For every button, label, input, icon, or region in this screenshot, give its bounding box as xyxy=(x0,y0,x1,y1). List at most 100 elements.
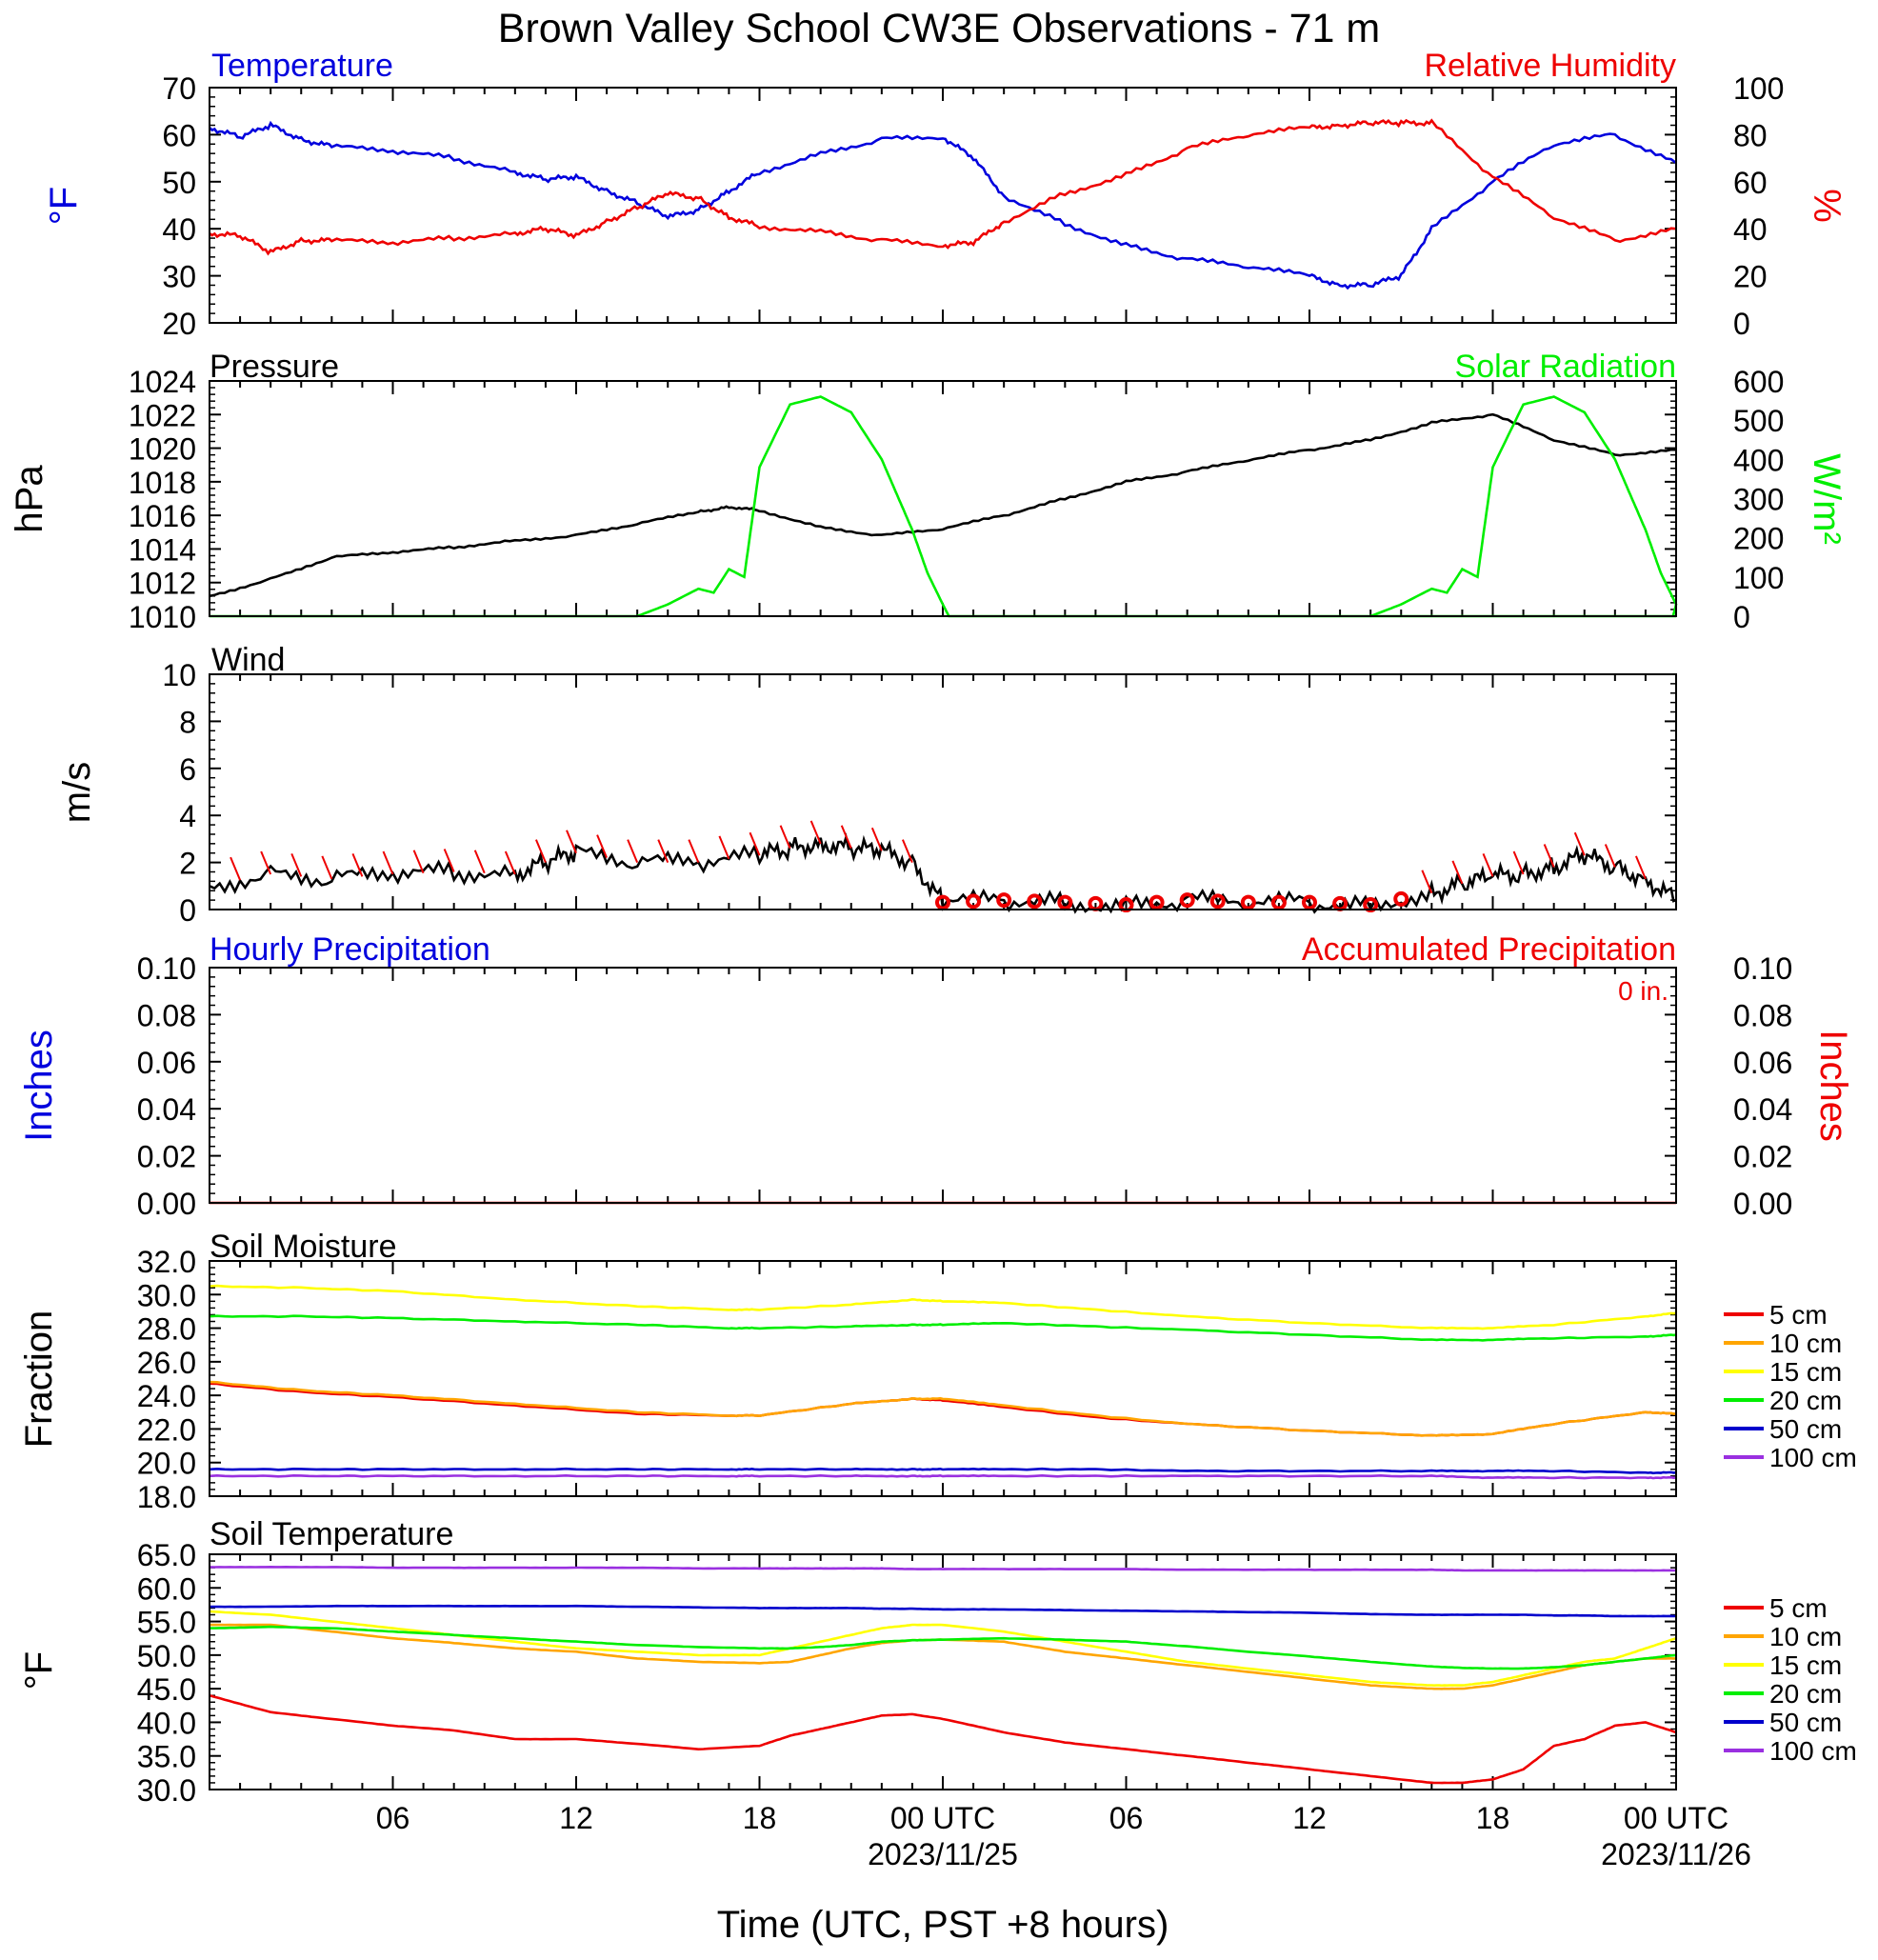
wind-barb xyxy=(749,831,761,856)
panel-left-title: Soil Temperature xyxy=(210,1516,453,1552)
y2-tick-label: 0 xyxy=(1733,307,1750,341)
y-tick-label: 6 xyxy=(179,752,196,787)
x-tick-label: 06 xyxy=(376,1801,410,1835)
y-tick-label: 8 xyxy=(179,705,196,739)
wind-barb xyxy=(230,856,242,881)
y-tick-label: 1010 xyxy=(129,600,196,634)
soil-temperature-line xyxy=(209,1693,1677,1785)
y-tick-label: 1016 xyxy=(129,499,196,533)
legend-label: 20 cm xyxy=(1769,1386,1842,1415)
x-tick-label: 18 xyxy=(743,1801,777,1835)
panel-frame xyxy=(209,673,1677,910)
wind-barb xyxy=(504,850,516,875)
y-tick-label: 1020 xyxy=(129,432,196,467)
y2-tick-label: 0.00 xyxy=(1733,1187,1792,1221)
calm-wind-marker xyxy=(966,893,982,910)
y-tick-label: 1022 xyxy=(129,398,196,432)
y-tick-label: 10 xyxy=(162,658,196,692)
panel-soil-temperature: Soil Temperature °F 65.060.055.050.045.0… xyxy=(18,1516,1857,1808)
panel-right-title: Relative Humidity xyxy=(1424,48,1676,84)
y-tick-label: 0.04 xyxy=(137,1092,196,1127)
wind-barb xyxy=(1543,844,1555,868)
y-tick-label: 50 xyxy=(162,166,196,200)
calm-wind-marker xyxy=(935,894,950,910)
y2-tick-label: 60 xyxy=(1733,166,1768,200)
y2-tick-label: 200 xyxy=(1733,522,1784,556)
y-tick-label: 28.0 xyxy=(137,1312,196,1347)
y-tick-label: 4 xyxy=(179,799,196,833)
legend-label: 15 cm xyxy=(1769,1650,1842,1680)
panel-wind: Wind m/s 10 8 6 4 2 0 xyxy=(56,642,1677,928)
y-tick-label: 20 xyxy=(162,307,196,341)
wind-barb xyxy=(1512,850,1525,875)
panel-pressure-solar: Pressure Solar Radiation hPa W/m² 102410… xyxy=(9,349,1848,634)
soil-moisture-line xyxy=(209,1467,1677,1475)
y-tick-label: 60.0 xyxy=(137,1571,196,1606)
wind-barb xyxy=(321,855,333,880)
y-tick-label: 40 xyxy=(162,212,196,247)
y-tick-label: 30.0 xyxy=(137,1773,196,1808)
wind-barb xyxy=(351,853,364,877)
y-tick-label: 35.0 xyxy=(137,1740,196,1774)
soil-temperature-line xyxy=(209,1610,1677,1688)
y2-tick-label: 0 xyxy=(1733,600,1750,634)
soil-temperature-line xyxy=(209,1604,1677,1618)
wind-barb xyxy=(534,839,547,863)
solar-radiation-line-day2 xyxy=(1369,395,1678,618)
legend-label: 20 cm xyxy=(1769,1679,1842,1709)
y2-axis-label: Inches xyxy=(1812,1030,1854,1142)
y-tick-label: 0 xyxy=(179,893,196,928)
y-tick-label: 2 xyxy=(179,847,196,881)
soil-moisture-line xyxy=(209,1380,1676,1437)
y-tick-label: 50.0 xyxy=(137,1639,196,1673)
y2-tick-label: 600 xyxy=(1733,365,1784,399)
calm-wind-marker xyxy=(1118,897,1134,913)
legend-label: 100 cm xyxy=(1769,1736,1857,1766)
panel-left-title: Temperature xyxy=(211,48,393,84)
panel-frame xyxy=(209,380,1677,617)
wind-barb xyxy=(1634,855,1647,880)
pressure-line xyxy=(209,412,1677,598)
y-tick-label: 22.0 xyxy=(137,1412,196,1447)
wind-speed-line xyxy=(209,832,1677,914)
y2-tick-label: 80 xyxy=(1733,118,1768,152)
y-axis-label: Inches xyxy=(18,1030,60,1142)
y2-tick-label: 100 xyxy=(1733,561,1784,595)
calm-wind-marker xyxy=(1209,893,1226,910)
x-date-label: 2023/11/25 xyxy=(868,1837,1018,1871)
y-tick-label: 1024 xyxy=(129,365,196,399)
wind-barb xyxy=(596,834,609,859)
y2-tick-label: 300 xyxy=(1733,483,1784,517)
y-tick-label: 60 xyxy=(162,118,196,152)
y-tick-label: 32.0 xyxy=(137,1245,196,1279)
panel-frame xyxy=(209,87,1677,324)
wind-barb xyxy=(901,839,913,863)
wind-barb xyxy=(1451,860,1464,885)
x-tick-label: 18 xyxy=(1476,1801,1510,1835)
panel-left-title: Hourly Precipitation xyxy=(210,931,490,968)
y-tick-label: 20.0 xyxy=(137,1447,196,1481)
soil-moisture-line xyxy=(209,1382,1676,1437)
calm-wind-marker xyxy=(1149,894,1165,910)
wind-barb xyxy=(566,830,577,854)
y-tick-label: 0.02 xyxy=(137,1140,196,1174)
legend-label: 5 cm xyxy=(1769,1300,1828,1330)
calm-wind-marker xyxy=(1027,893,1043,910)
panel-frame xyxy=(209,1260,1677,1497)
relative-humidity-line xyxy=(209,118,1677,256)
legend-label: 50 cm xyxy=(1769,1414,1842,1444)
panel-precipitation: Hourly Precipitation Accumulated Precipi… xyxy=(18,931,1854,1221)
y2-tick-label: 0.06 xyxy=(1733,1046,1792,1080)
y-tick-label: 30 xyxy=(162,260,196,294)
wind-barb xyxy=(688,839,700,863)
y-axis-label: hPa xyxy=(9,465,50,533)
legend-label: 10 cm xyxy=(1769,1622,1842,1651)
wind-barb xyxy=(1482,853,1494,877)
wind-barb xyxy=(779,825,791,850)
solar-radiation-line-day1 xyxy=(210,395,1676,618)
y-tick-label: 0.06 xyxy=(137,1046,196,1080)
calm-wind-marker xyxy=(1302,894,1317,910)
wind-barb xyxy=(809,820,822,845)
x-tick-label: 12 xyxy=(559,1801,593,1835)
